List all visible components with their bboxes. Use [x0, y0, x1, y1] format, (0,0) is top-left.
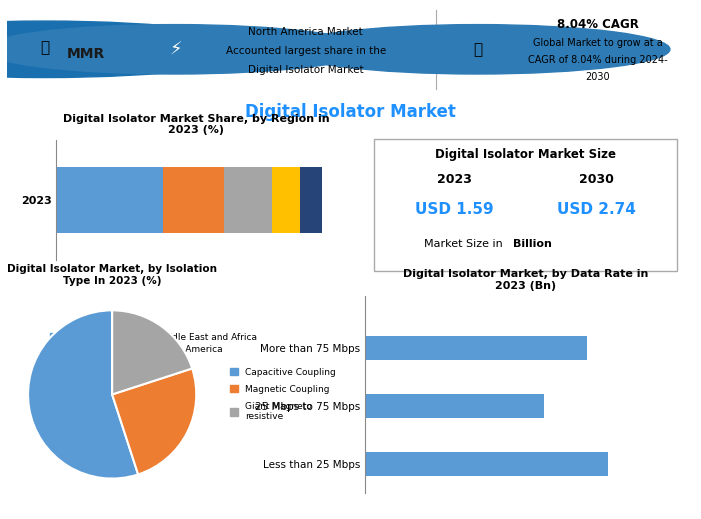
- Text: 2030: 2030: [585, 72, 610, 81]
- Bar: [163, 167, 224, 233]
- Title: Digital Isolator Market, by Isolation
Type In 2023 (%): Digital Isolator Market, by Isolation Ty…: [7, 264, 217, 286]
- Legend: Capacitive Coupling, Magnetic Coupling, Giant Magneto
resistive: Capacitive Coupling, Magnetic Coupling, …: [226, 364, 339, 425]
- Text: Digital Isolator Market: Digital Isolator Market: [248, 65, 364, 75]
- Text: Digital Isolator Market: Digital Isolator Market: [245, 103, 456, 120]
- Text: CAGR of 8.04% during 2024-: CAGR of 8.04% during 2024-: [528, 55, 667, 65]
- Bar: [365, 452, 608, 476]
- Title: Digital Isolator Market Share, by Region in
2023 (%): Digital Isolator Market Share, by Region…: [63, 114, 329, 135]
- Bar: [224, 167, 272, 233]
- Wedge shape: [112, 310, 192, 394]
- Bar: [365, 394, 544, 418]
- Text: 🌐: 🌐: [40, 40, 49, 55]
- Text: USD 1.59: USD 1.59: [416, 202, 494, 217]
- Circle shape: [0, 24, 368, 74]
- Circle shape: [0, 21, 265, 77]
- Text: 8.04% CAGR: 8.04% CAGR: [557, 18, 639, 31]
- Text: 🔥: 🔥: [473, 42, 482, 57]
- Bar: [300, 167, 322, 233]
- Bar: [365, 336, 587, 360]
- Text: ⚡: ⚡: [169, 40, 182, 58]
- Text: Market Size in: Market Size in: [424, 239, 506, 249]
- Text: USD 2.74: USD 2.74: [557, 202, 636, 217]
- Text: Digital Isolator Market Size: Digital Isolator Market Size: [435, 147, 616, 160]
- Text: MMR: MMR: [67, 47, 105, 61]
- Bar: [56, 167, 163, 233]
- Bar: [272, 167, 300, 233]
- Circle shape: [285, 24, 670, 74]
- Text: Global Market to grow at a: Global Market to grow at a: [533, 38, 662, 48]
- Title: Digital Isolator Market, by Data Rate in
2023 (Bn): Digital Isolator Market, by Data Rate in…: [403, 269, 648, 291]
- Wedge shape: [112, 368, 196, 474]
- Legend: North America, Asia-Pacific, Europe, Middle East and Africa, South America: North America, Asia-Pacific, Europe, Mid…: [46, 330, 260, 370]
- Text: Billion: Billion: [513, 239, 552, 249]
- Text: North America Market: North America Market: [248, 26, 363, 37]
- Text: 2030: 2030: [579, 173, 614, 186]
- Wedge shape: [28, 310, 138, 479]
- Text: 2023: 2023: [437, 173, 472, 186]
- Text: Accounted largest share in the: Accounted largest share in the: [226, 46, 386, 56]
- FancyBboxPatch shape: [374, 139, 677, 271]
